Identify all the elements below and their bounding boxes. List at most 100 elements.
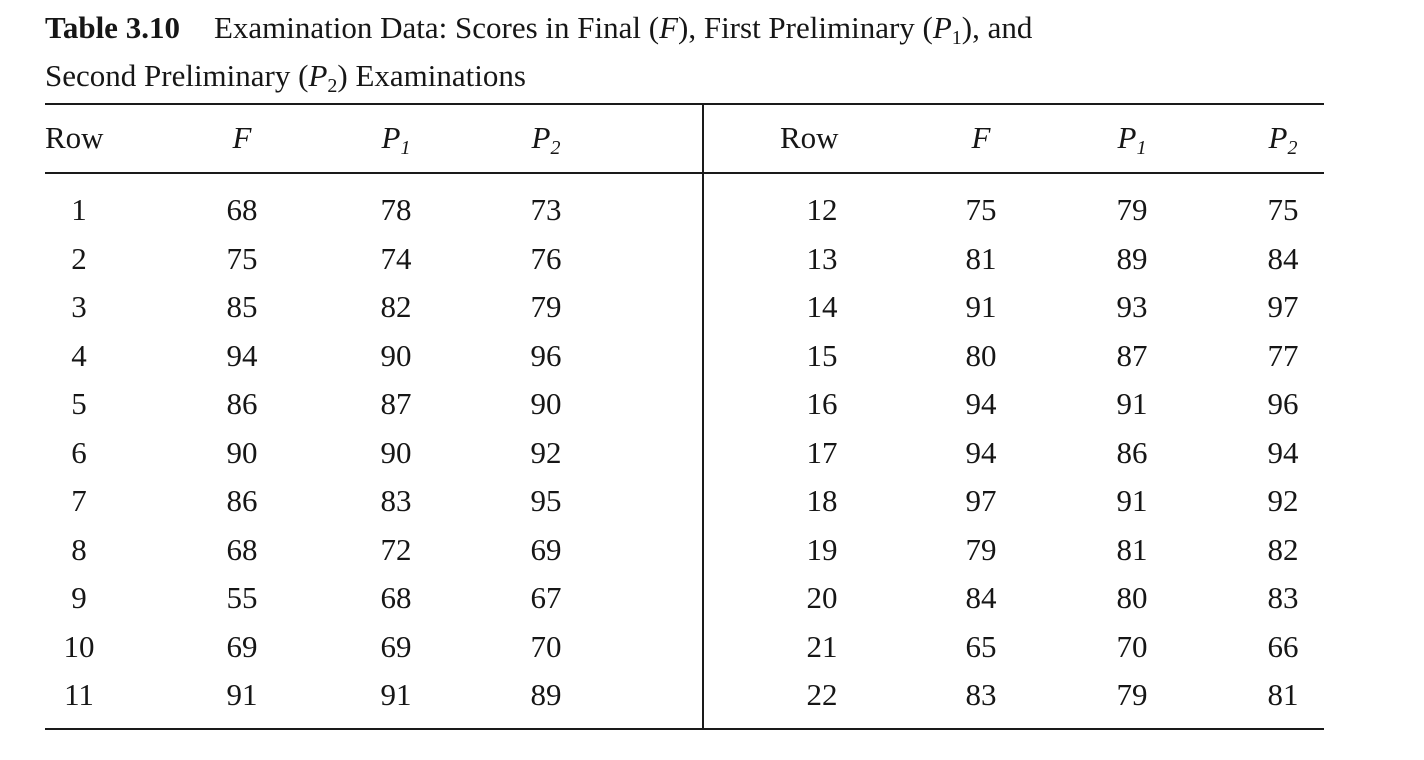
table-cell: 91 [226, 677, 258, 712]
table-cell: 79 [530, 289, 562, 324]
table-cell: 97 [1267, 289, 1299, 324]
table-cell: 65 [965, 628, 997, 664]
table-cell: 97 [965, 483, 997, 518]
column-header-p1-left: P1 [381, 120, 411, 159]
table-cell: 79 [1116, 677, 1148, 712]
table-cell: 15 [806, 337, 838, 373]
table-cell: 1 [71, 192, 87, 227]
column-header-row-right: Row [780, 120, 839, 155]
table-cell: 79 [1116, 192, 1148, 227]
table-cell: 14 [806, 289, 838, 324]
table-cell: 69 [226, 628, 258, 664]
column-header-f-left: F [232, 120, 252, 155]
table-cell: 70 [1116, 628, 1148, 664]
table-cell: 85 [226, 289, 258, 324]
table-cell: 5 [71, 386, 87, 421]
table-cell: 9 [71, 580, 87, 615]
table-cell: 89 [530, 677, 562, 712]
table-cell: 68 [226, 192, 258, 227]
table-cell: 79 [965, 531, 997, 567]
table-cell: 75 [226, 240, 258, 276]
table-cell: 74 [380, 240, 412, 276]
table-cell: 83 [1267, 580, 1299, 615]
table-cell: 96 [530, 337, 562, 373]
table-number: Table 3.10 [45, 10, 180, 45]
table-cell: 90 [380, 337, 412, 373]
table-cell: 13 [806, 240, 838, 276]
table-cell: 83 [380, 483, 412, 518]
table-cell: 86 [1116, 434, 1148, 470]
table-cell: 11 [64, 677, 94, 712]
table-cell: 89 [1116, 240, 1148, 276]
table-cell: 4 [71, 337, 87, 373]
table-cell: 16 [806, 386, 838, 421]
table-cell: 78 [380, 192, 412, 227]
table-divider [702, 104, 704, 729]
table-top-rule [45, 103, 1324, 105]
table-cell: 19 [806, 531, 838, 567]
table-cell: 69 [530, 531, 562, 567]
table-bottom-rule [45, 728, 1324, 730]
table-cell: 80 [1116, 580, 1148, 615]
table-cell: 6 [71, 434, 87, 470]
table-cell: 81 [1267, 677, 1299, 712]
table-cell: 8 [71, 531, 87, 567]
table-cell: 87 [1116, 337, 1148, 373]
table-cell: 94 [226, 337, 258, 373]
table-cell: 68 [380, 580, 412, 615]
column-header-p1-right: P1 [1117, 120, 1147, 159]
table-cell: 81 [1116, 531, 1148, 567]
table-cell: 92 [530, 434, 562, 470]
table-cell: 84 [965, 580, 997, 615]
table-cell: 55 [226, 580, 258, 615]
column-header-row-left: Row [45, 120, 104, 155]
caption-title-line-1: Examination Data: Scores in Final (F), F… [213, 10, 1033, 49]
table-cell: 87 [380, 386, 412, 421]
table-cell: 86 [226, 386, 258, 421]
table-cell: 92 [1267, 483, 1299, 518]
column-header-f-right: F [971, 120, 991, 155]
table-cell: 21 [806, 628, 838, 664]
table-header-rule [45, 172, 1324, 174]
table-cell: 91 [1116, 483, 1148, 518]
table-cell: 18 [806, 483, 838, 518]
table-cell: 20 [806, 580, 838, 615]
table-cell: 12 [806, 192, 838, 227]
table-cell: 91 [380, 677, 412, 712]
table-cell: 77 [1267, 337, 1299, 373]
column-header-p2-left: P2 [531, 120, 561, 159]
table-cell: 86 [226, 483, 258, 518]
table-cell: 7 [71, 483, 87, 518]
table-cell: 72 [380, 531, 412, 567]
table-cell: 69 [380, 628, 412, 664]
table-cell: 67 [530, 580, 562, 615]
table-cell: 83 [965, 677, 997, 712]
table-cell: 82 [380, 289, 412, 324]
table-cell: 3 [71, 289, 87, 324]
table-cell: 91 [1116, 386, 1148, 421]
table-cell: 80 [965, 337, 997, 373]
table-cell: 93 [1116, 289, 1148, 324]
table-cell: 90 [380, 434, 412, 470]
table-caption: Table 3.10 Examination Data: Scores in Fi… [45, 6, 1405, 102]
table-cell: 91 [965, 289, 997, 324]
table-cell: 90 [226, 434, 258, 470]
table-cell: 76 [530, 240, 562, 276]
table-cell: 96 [1267, 386, 1299, 421]
caption-title-line-2: Second Preliminary (P2) Examinations [45, 58, 526, 97]
table-cell: 94 [1267, 434, 1299, 470]
table-cell: 2 [71, 240, 87, 276]
table-cell: 10 [63, 628, 95, 664]
table-cell: 70 [530, 628, 562, 664]
table-cell: 66 [1267, 628, 1299, 664]
table-cell: 73 [530, 192, 562, 227]
table-cell: 95 [530, 483, 562, 518]
table-cell: 81 [965, 240, 997, 276]
table-cell: 75 [1267, 192, 1299, 227]
table-cell: 94 [965, 386, 997, 421]
table-cell: 17 [806, 434, 838, 470]
table-cell: 90 [530, 386, 562, 421]
table-cell: 84 [1267, 240, 1299, 276]
table-cell: 82 [1267, 531, 1299, 567]
table-cell: 75 [965, 192, 997, 227]
